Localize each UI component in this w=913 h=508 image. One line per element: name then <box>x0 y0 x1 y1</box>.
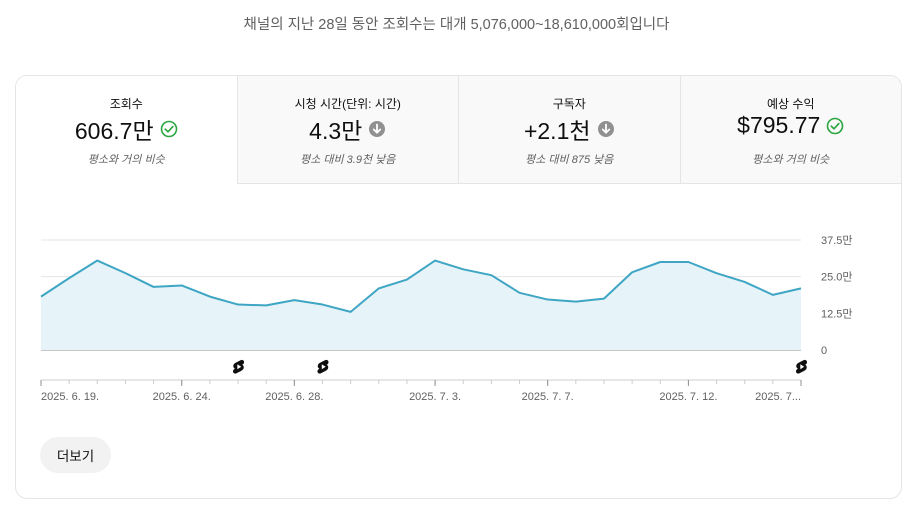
x-tick-label: 2025. 6. 28. <box>265 391 323 403</box>
chart-data-point <box>320 303 324 307</box>
shorts-icon <box>233 359 245 374</box>
metric-tab-watch-time[interactable]: 시청 시간(단위: 시간) 4.3만 평소 대비 3.9천 낮음 <box>236 76 458 184</box>
shorts-icon <box>795 359 808 374</box>
metric-label: 예상 수익 <box>767 97 815 111</box>
chart-data-point <box>461 267 465 271</box>
y-tick-label: 37.5만 <box>821 234 853 247</box>
chart-data-point <box>405 278 409 282</box>
metric-label: 조회수 <box>109 97 143 111</box>
chart-data-point <box>264 303 268 307</box>
chart-data-point <box>95 259 99 263</box>
chart-data-point <box>236 303 240 307</box>
y-tick-label: 25.0만 <box>821 271 853 284</box>
metric-value: 606.7만 <box>74 118 154 144</box>
arrow-down-circle-icon <box>369 121 386 137</box>
chart-data-point <box>349 310 353 314</box>
x-tick-label: 2025. 7... <box>755 391 801 403</box>
chart-data-point <box>377 286 381 290</box>
chart-data-point <box>123 271 127 275</box>
x-tick-label: 2025. 6. 19. <box>41 391 99 403</box>
see-more-button[interactable]: 더보기 <box>40 437 111 473</box>
chart-data-point <box>799 286 803 290</box>
views-area-chart: 37.5만 25.0만 12.5만 0 2025. 6. 19. 2025. 6. 24.… <box>39 234 853 403</box>
metric-tab-subscribers[interactable]: 구독자 +2.1천 평소 대비 875 낮음 <box>458 76 680 184</box>
chart-data-point <box>152 285 156 289</box>
metric-label: 구독자 <box>552 97 586 111</box>
metric-tabs: 조회수 606.7만 평소와 거의 비슷 시청 시간(단위: 시간) 4.3만 … <box>16 76 901 184</box>
chart-data-point <box>180 283 184 287</box>
chart-data-point <box>771 293 775 297</box>
x-tick-label: 2025. 7. 12. <box>659 391 717 403</box>
chart-data-point <box>546 298 550 302</box>
x-tick-label: 2025. 7. 7. <box>522 391 574 403</box>
chart-data-point <box>686 260 690 264</box>
check-circle-icon <box>827 117 844 134</box>
arrow-down-circle-icon <box>597 121 614 137</box>
y-tick-label: 0 <box>821 345 827 357</box>
x-tick-label: 2025. 6. 24. <box>153 391 211 403</box>
metric-label: 시청 시간(단위: 시간) <box>294 97 401 111</box>
chart-data-point <box>658 260 662 264</box>
chart-data-point <box>630 270 634 274</box>
chart-data-point <box>518 291 522 295</box>
chart-data-point <box>292 298 296 302</box>
metric-tab-views[interactable]: 조회수 606.7만 평소와 거의 비슷 <box>16 76 237 184</box>
chart-data-point <box>67 276 71 280</box>
analytics-card: 조회수 606.7만 평소와 거의 비슷 시청 시간(단위: 시간) 4.3만 … <box>15 75 902 499</box>
metric-note: 평소와 거의 비슷 <box>752 154 830 166</box>
metric-note: 평소 대비 875 낮음 <box>525 154 614 166</box>
chart-data-point <box>743 280 747 284</box>
chart-area-fill <box>41 260 801 350</box>
chart-data-point <box>602 297 606 301</box>
metric-tab-revenue[interactable]: 예상 수익 $795.77 평소와 거의 비슷 <box>679 76 901 184</box>
views-range-headline: 채널의 지난 28일 동안 조회수는 대개 5,076,000~18,610,0… <box>243 17 670 33</box>
chart-data-point <box>433 259 437 263</box>
y-tick-label: 12.5만 <box>821 307 853 320</box>
check-circle-icon <box>160 120 177 138</box>
x-tick-label: 2025. 7. 3. <box>409 391 461 403</box>
chart-data-point <box>39 295 43 299</box>
metric-value: +2.1천 <box>523 118 591 144</box>
chart-data-point <box>489 273 493 277</box>
metric-note: 평소와 거의 비슷 <box>87 154 165 166</box>
metric-note: 평소 대비 3.9천 낮음 <box>300 154 396 166</box>
shorts-icon <box>317 359 329 374</box>
chart-data-point <box>715 271 719 275</box>
metric-value: 4.3만 <box>309 118 363 144</box>
chart-series-line <box>40 259 802 313</box>
chart-data-point <box>208 295 212 299</box>
metric-value: $795.77 <box>737 112 821 138</box>
chart-data-point <box>574 300 578 304</box>
